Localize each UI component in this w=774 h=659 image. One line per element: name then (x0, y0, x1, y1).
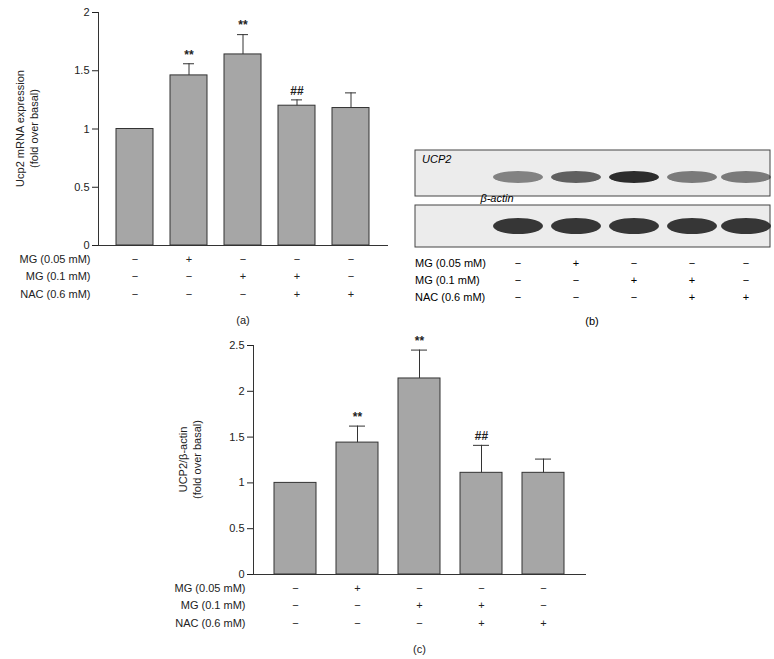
svg-text:−: − (354, 599, 360, 611)
svg-text:−: − (540, 599, 546, 611)
svg-text:+: + (240, 270, 246, 282)
svg-text:0.5: 0.5 (74, 181, 89, 193)
svg-text:(a): (a) (236, 314, 249, 326)
svg-text:2: 2 (83, 6, 89, 18)
svg-text:MG (0.1 mM): MG (0.1 mM) (415, 274, 480, 286)
svg-text:+: + (294, 270, 300, 282)
svg-text:UCP2: UCP2 (422, 153, 451, 165)
svg-text:−: − (515, 274, 521, 286)
svg-text:0: 0 (238, 568, 244, 580)
svg-text:−: − (515, 291, 521, 303)
svg-text:##: ## (290, 84, 304, 98)
svg-text:+: + (416, 599, 422, 611)
svg-text:MG (0.05 mM): MG (0.05 mM) (20, 253, 91, 265)
svg-text:##: ## (475, 429, 489, 443)
svg-text:NAC (0.6 mM): NAC (0.6 mM) (175, 617, 245, 629)
svg-text:MG (0.1 mM): MG (0.1 mM) (181, 599, 246, 611)
svg-text:MG (0.05 mM): MG (0.05 mM) (175, 582, 246, 594)
svg-text:−: − (240, 253, 246, 265)
svg-text:−: − (631, 291, 637, 303)
svg-text:−: − (292, 599, 298, 611)
svg-text:0: 0 (83, 239, 89, 251)
svg-text:−: − (354, 617, 360, 629)
svg-text:−: − (348, 270, 354, 282)
svg-text:−: − (743, 257, 749, 269)
svg-text:+: + (743, 291, 749, 303)
svg-text:−: − (292, 582, 298, 594)
svg-text:**: ** (415, 334, 425, 348)
svg-text:MG (0.05 mM): MG (0.05 mM) (415, 257, 486, 269)
svg-text:−: − (416, 617, 422, 629)
svg-text:+: + (186, 253, 192, 265)
svg-text:+: + (348, 288, 354, 300)
svg-text:1: 1 (238, 476, 244, 488)
svg-text:**: ** (353, 410, 363, 424)
svg-text:1.5: 1.5 (74, 64, 89, 76)
svg-text:+: + (689, 274, 695, 286)
svg-text:2: 2 (238, 385, 244, 397)
svg-text:−: − (573, 274, 579, 286)
svg-text:−: − (348, 253, 354, 265)
svg-text:1: 1 (83, 123, 89, 135)
svg-text:1.5: 1.5 (229, 431, 244, 443)
svg-text:**: ** (238, 18, 248, 32)
svg-text:+: + (478, 617, 484, 629)
svg-text:(b): (b) (585, 315, 598, 327)
svg-text:−: − (292, 617, 298, 629)
svg-text:MG (0.1 mM): MG (0.1 mM) (26, 270, 91, 282)
svg-text:−: − (186, 270, 192, 282)
svg-text:+: + (354, 582, 360, 594)
svg-text:−: − (132, 253, 138, 265)
svg-text:−: − (416, 582, 422, 594)
svg-text:−: − (689, 257, 695, 269)
svg-text:−: − (240, 288, 246, 300)
svg-text:2.5: 2.5 (229, 339, 244, 351)
svg-text:−: − (478, 582, 484, 594)
svg-text:+: + (573, 257, 579, 269)
svg-text:0.5: 0.5 (229, 522, 244, 534)
svg-text:Ucp2 mRNA expression(fold over: Ucp2 mRNA expression(fold over basal) (14, 70, 40, 187)
svg-text:−: − (515, 257, 521, 269)
svg-text:+: + (540, 617, 546, 629)
svg-text:+: + (478, 599, 484, 611)
svg-text:NAC (0.6 mM): NAC (0.6 mM) (20, 288, 90, 300)
svg-text:−: − (294, 253, 300, 265)
svg-text:NAC (0.6 mM): NAC (0.6 mM) (415, 291, 485, 303)
svg-text:−: − (743, 274, 749, 286)
svg-text:**: ** (184, 48, 194, 62)
svg-text:−: − (132, 270, 138, 282)
svg-text:−: − (132, 288, 138, 300)
svg-text:(c): (c) (413, 643, 426, 655)
svg-text:β-actin: β-actin (479, 192, 513, 204)
svg-text:−: − (186, 288, 192, 300)
svg-text:−: − (573, 291, 579, 303)
svg-text:−: − (540, 582, 546, 594)
svg-text:+: + (294, 288, 300, 300)
svg-text:+: + (689, 291, 695, 303)
svg-text:+: + (631, 274, 637, 286)
svg-text:UCP2/β-actin(fold over basal): UCP2/β-actin(fold over basal) (177, 420, 203, 499)
svg-text:−: − (631, 257, 637, 269)
